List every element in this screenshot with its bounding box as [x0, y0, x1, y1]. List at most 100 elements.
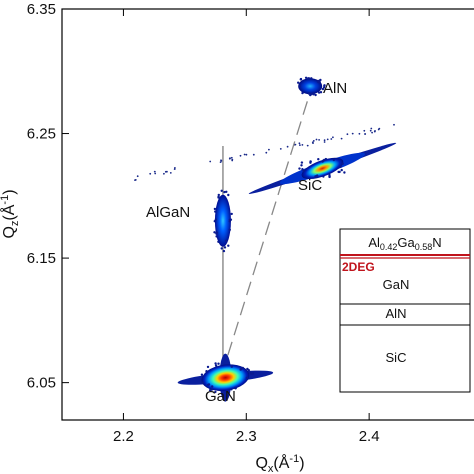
peak-speckle: [332, 158, 335, 162]
peak-speckle: [299, 78, 302, 81]
peak-speckle: [217, 193, 220, 197]
stack-layer-aln: AlN: [386, 306, 407, 321]
peak-speckle: [207, 383, 211, 386]
peak-speckle: [337, 170, 340, 174]
streak-dot: [265, 151, 268, 154]
streak-dot: [136, 175, 139, 178]
streak-dot: [378, 127, 381, 130]
streak-dot: [279, 148, 282, 150]
streak-dot: [268, 148, 270, 151]
peak-speckle: [227, 244, 230, 247]
peak-speckle: [339, 165, 342, 168]
peak-speckle: [317, 158, 320, 161]
streak-dot: [363, 129, 366, 132]
streak-dot: [315, 138, 318, 141]
y-axis-title-exp: -1: [0, 195, 11, 205]
relaxation-line-2: [227, 95, 310, 356]
streak-dot: [163, 172, 165, 175]
streak-dot: [369, 129, 372, 132]
peak-speckle: [220, 247, 223, 250]
peak-speckle: [215, 235, 218, 238]
peak-speckle: [249, 371, 252, 375]
peak-speckle: [340, 168, 343, 172]
peak-speckle: [214, 362, 217, 365]
peak-aln: [297, 76, 326, 97]
peak-speckle: [309, 160, 312, 163]
streak-dot: [164, 170, 167, 173]
peak-label-sic: SiC: [298, 177, 322, 194]
streak-dot: [252, 153, 255, 156]
peak-core: [214, 194, 231, 247]
peak-speckle: [200, 373, 204, 376]
streak-dot: [245, 153, 248, 156]
peak-speckle: [230, 388, 233, 391]
peak-speckle: [213, 207, 217, 211]
streak-dot: [393, 123, 395, 126]
peak-speckle: [201, 381, 204, 384]
streak-dot: [306, 144, 309, 147]
streak-dot: [323, 139, 326, 142]
peak-speckle: [230, 365, 233, 368]
peak-speckle: [220, 189, 223, 192]
peak-speckle: [297, 81, 300, 84]
y-axis-title-sub: z: [9, 221, 21, 227]
x-tick-label: 2.3: [236, 428, 257, 445]
streak-dot: [330, 138, 333, 140]
peak-speckle: [318, 81, 321, 84]
streak-dot: [294, 143, 297, 146]
peak-speckle: [302, 169, 305, 172]
peak-sic: [248, 142, 397, 194]
streak-dot: [358, 132, 361, 135]
y-axis-title: Qz(Å-1): [0, 189, 21, 238]
peak-speckle: [213, 231, 216, 234]
streak-dot: [370, 127, 373, 130]
peak-speckle: [223, 246, 227, 249]
svg-text:Qz(Å-1): Qz(Å-1): [0, 189, 21, 238]
streak-dot: [364, 133, 367, 135]
peak-core: [201, 364, 250, 391]
streak-dot: [323, 141, 326, 143]
streak-dot: [318, 139, 320, 141]
peak-speckle: [328, 175, 331, 178]
streak-dot: [371, 131, 373, 134]
peak-speckle: [316, 174, 319, 177]
peak-speckle: [205, 370, 208, 373]
peak-speckle: [228, 220, 231, 223]
streak-dot: [301, 144, 304, 146]
peak-core: [301, 157, 344, 180]
streak-dot: [340, 137, 343, 140]
peak-speckle: [213, 220, 216, 223]
peak-gan: [177, 353, 274, 402]
peak-speckle: [343, 171, 346, 174]
peak-speckle: [217, 195, 220, 198]
peak-speckle: [314, 93, 317, 97]
peak-speckle: [245, 376, 249, 379]
streak-dot: [286, 145, 289, 148]
peak-label-gan: GaN: [205, 388, 236, 405]
peak-speckle: [217, 240, 220, 243]
stack-top-layer-label: Al0.42Ga0.58N: [368, 235, 441, 252]
layer-stack-inset: Al0.42Ga0.58N 2DEG GaN AlN SiC: [339, 228, 471, 393]
peak-speckle: [214, 210, 217, 213]
peak-speckle: [239, 368, 242, 371]
peak-speckle: [298, 85, 301, 88]
peak-speckle: [317, 91, 321, 94]
streak-dot: [243, 153, 246, 156]
peak-core: [298, 78, 323, 95]
peak-speckle: [215, 231, 219, 234]
y-tick-label: 6.35: [27, 1, 56, 18]
peak-speckle: [319, 91, 323, 94]
streak-dot: [174, 167, 176, 169]
peak-speckle: [301, 91, 304, 95]
streak-dot: [209, 160, 212, 163]
streak-dot: [298, 142, 301, 145]
streak-dot: [153, 170, 156, 173]
peak-speckle: [307, 77, 310, 80]
stack-layer-gan: GaN: [383, 277, 410, 292]
peak-speckle: [321, 160, 324, 163]
peak-speckle: [323, 158, 326, 162]
streak-dot: [134, 179, 137, 181]
y-tick-label: 6.15: [27, 250, 56, 267]
peak-speckle: [211, 385, 214, 388]
streak-dot: [351, 132, 354, 135]
